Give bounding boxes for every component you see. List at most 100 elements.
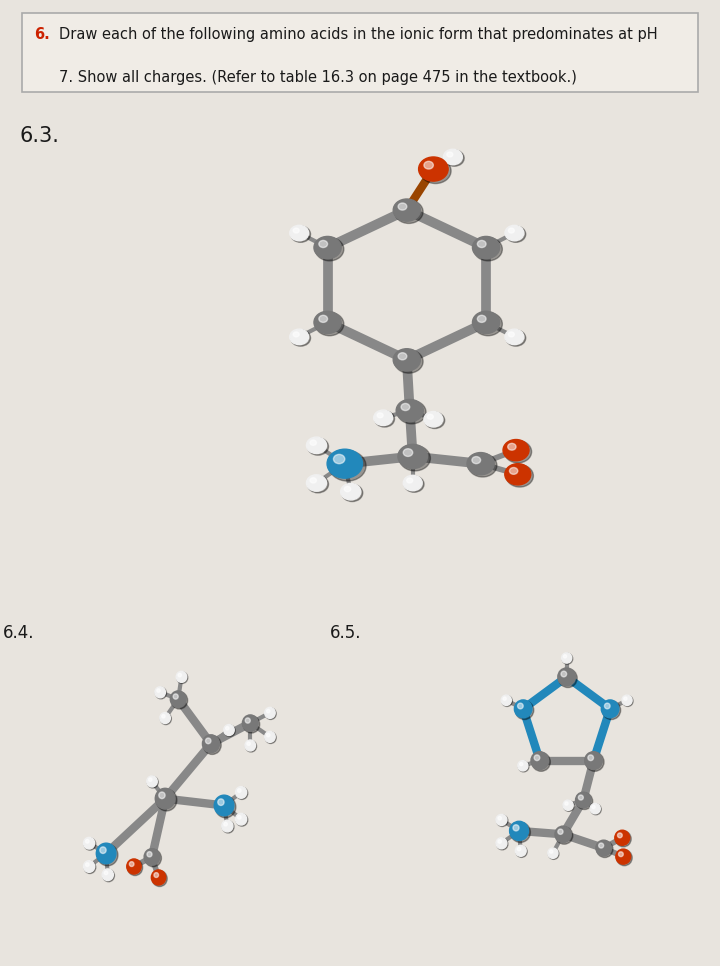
Circle shape (235, 813, 247, 825)
Circle shape (152, 870, 167, 887)
Circle shape (506, 465, 534, 487)
Circle shape (225, 726, 229, 730)
Circle shape (585, 753, 604, 771)
Circle shape (558, 668, 575, 686)
Circle shape (501, 696, 511, 705)
Circle shape (517, 847, 521, 851)
Circle shape (103, 869, 114, 882)
Circle shape (559, 668, 577, 688)
Circle shape (602, 700, 621, 720)
Circle shape (588, 754, 593, 760)
Circle shape (154, 872, 158, 877)
Circle shape (518, 703, 523, 709)
Circle shape (506, 330, 526, 346)
Circle shape (576, 793, 593, 810)
Circle shape (622, 696, 632, 705)
Circle shape (532, 753, 550, 771)
Circle shape (144, 849, 160, 866)
Circle shape (235, 786, 247, 798)
Circle shape (329, 450, 366, 481)
Circle shape (564, 801, 575, 811)
Circle shape (171, 692, 188, 709)
Circle shape (314, 237, 341, 259)
Circle shape (289, 329, 309, 345)
Circle shape (293, 332, 300, 337)
Circle shape (222, 820, 233, 832)
Circle shape (508, 228, 514, 233)
Circle shape (341, 483, 361, 500)
Circle shape (518, 761, 529, 772)
Circle shape (624, 697, 627, 700)
Circle shape (514, 700, 532, 718)
Text: 6.4.: 6.4. (3, 624, 34, 641)
Circle shape (474, 238, 503, 261)
Circle shape (291, 226, 310, 242)
Circle shape (424, 161, 433, 169)
Circle shape (265, 732, 276, 744)
Circle shape (498, 839, 501, 843)
Circle shape (520, 762, 523, 766)
Circle shape (243, 716, 260, 733)
Circle shape (156, 788, 175, 809)
Circle shape (307, 475, 328, 493)
Circle shape (506, 226, 526, 242)
Circle shape (176, 671, 186, 682)
Circle shape (398, 353, 407, 359)
Circle shape (315, 238, 344, 261)
Circle shape (558, 829, 563, 835)
Circle shape (531, 752, 549, 770)
Circle shape (503, 697, 506, 700)
Circle shape (315, 312, 344, 336)
Circle shape (618, 852, 624, 857)
Circle shape (601, 700, 619, 718)
Circle shape (418, 156, 448, 181)
Circle shape (161, 713, 171, 724)
Circle shape (344, 487, 351, 492)
Text: 6.: 6. (34, 27, 50, 42)
Circle shape (147, 776, 157, 787)
Circle shape (130, 862, 134, 867)
Circle shape (516, 700, 534, 720)
Circle shape (333, 454, 345, 464)
Circle shape (401, 404, 410, 411)
Circle shape (444, 149, 462, 164)
Circle shape (224, 724, 234, 735)
Circle shape (508, 443, 516, 450)
Circle shape (265, 731, 275, 742)
Circle shape (102, 868, 113, 881)
Circle shape (155, 687, 166, 697)
Circle shape (96, 843, 116, 864)
Circle shape (508, 332, 514, 337)
Circle shape (160, 713, 171, 724)
Circle shape (217, 799, 224, 806)
Circle shape (222, 821, 234, 833)
Circle shape (265, 708, 276, 720)
Circle shape (496, 814, 507, 825)
Circle shape (616, 850, 632, 866)
Circle shape (148, 777, 158, 788)
Circle shape (236, 814, 248, 826)
Circle shape (503, 440, 529, 461)
Circle shape (327, 449, 362, 478)
Circle shape (575, 792, 591, 808)
Circle shape (622, 696, 633, 706)
Circle shape (104, 871, 108, 875)
Circle shape (147, 852, 152, 857)
Circle shape (205, 738, 211, 744)
Circle shape (127, 860, 143, 875)
Circle shape (407, 478, 413, 483)
Circle shape (291, 330, 310, 346)
Circle shape (84, 838, 94, 849)
Circle shape (238, 815, 241, 819)
Circle shape (84, 838, 96, 850)
Circle shape (162, 715, 165, 718)
Circle shape (393, 199, 420, 221)
Circle shape (565, 802, 568, 806)
Circle shape (202, 735, 220, 753)
Circle shape (513, 825, 519, 831)
Circle shape (498, 816, 501, 820)
Circle shape (510, 468, 518, 474)
Circle shape (420, 158, 451, 184)
Circle shape (477, 241, 486, 247)
Circle shape (157, 689, 160, 693)
